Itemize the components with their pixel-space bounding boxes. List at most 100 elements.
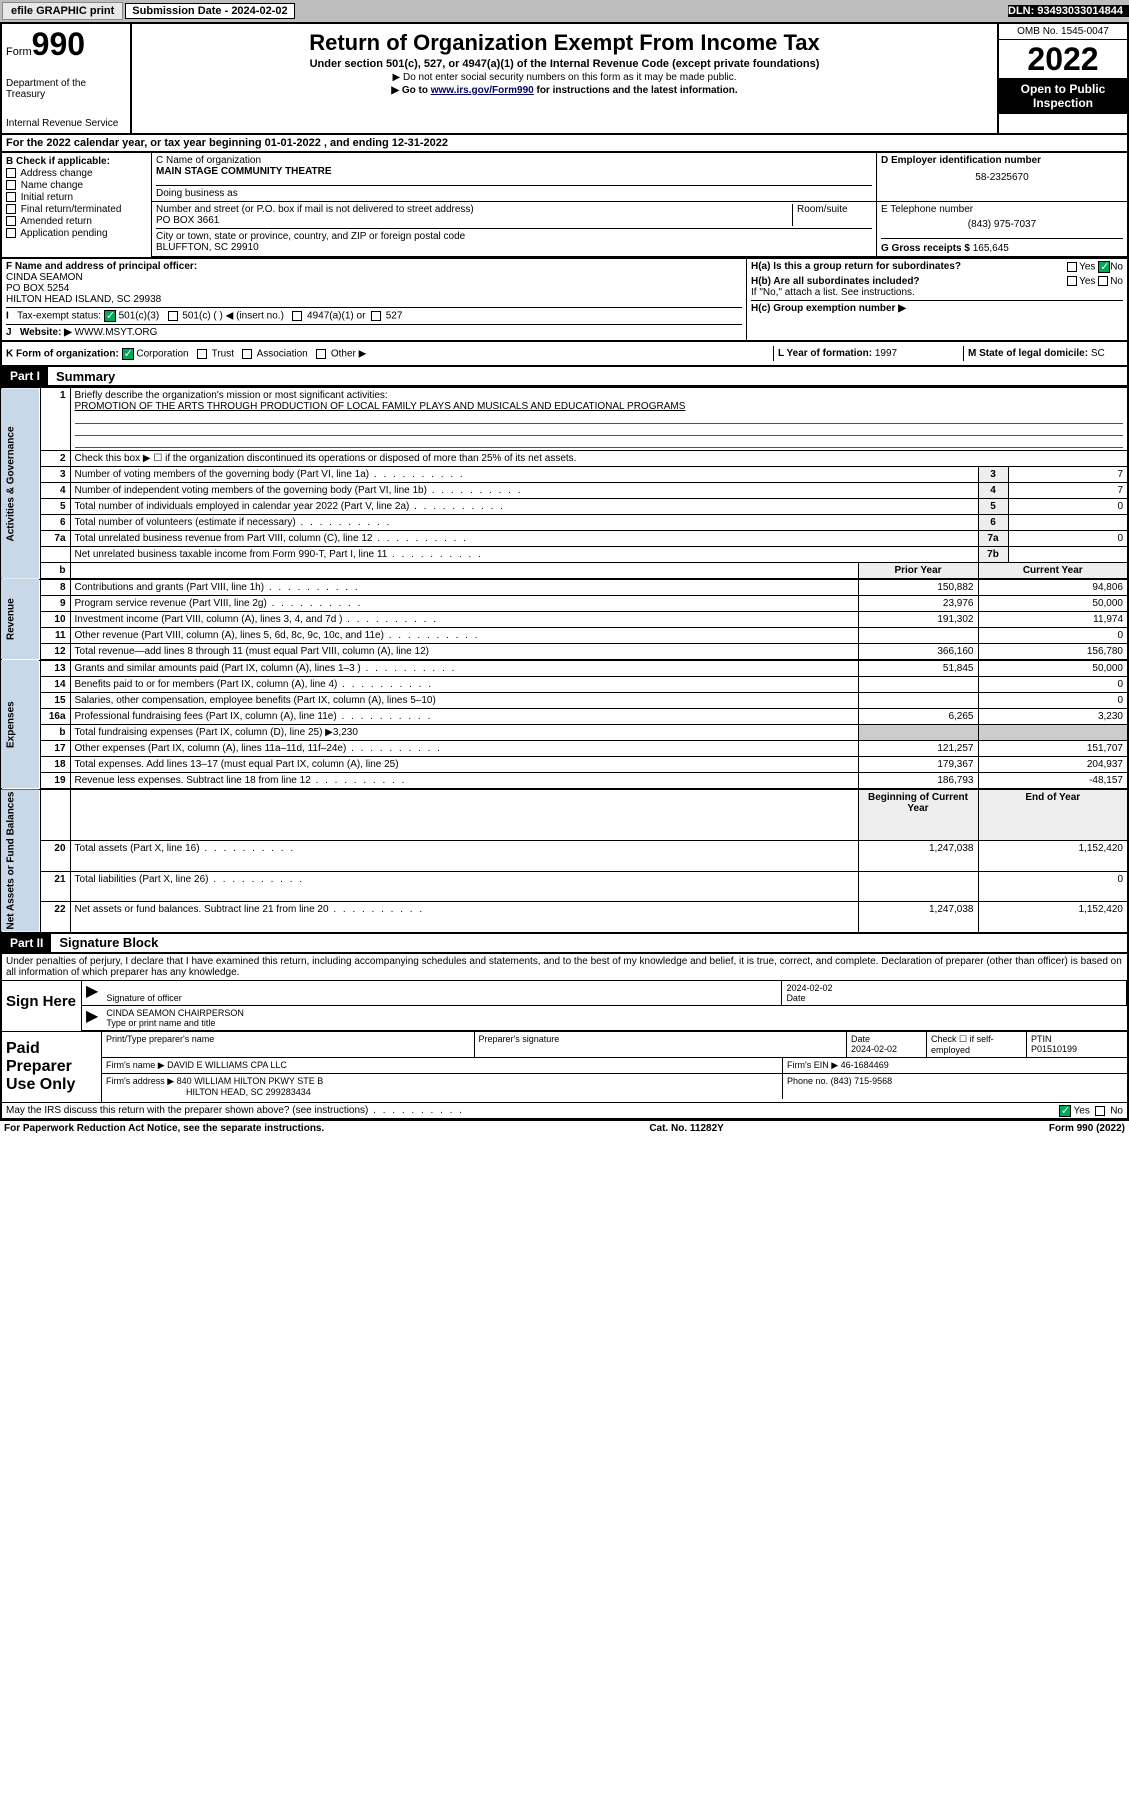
chk-hb-no[interactable] [1098, 276, 1108, 286]
chk-name-change[interactable]: Name change [6, 180, 147, 191]
ptin: P01510199 [1031, 1044, 1077, 1054]
chk-trust[interactable] [197, 349, 207, 359]
i-label: Tax-exempt status: [17, 311, 101, 322]
chk-other[interactable] [316, 349, 326, 359]
efile-button[interactable]: efile GRAPHIC print [2, 2, 123, 20]
firm-addr2: HILTON HEAD, SC 299283434 [186, 1087, 311, 1097]
sig-date: 2024-02-02 [786, 983, 832, 993]
hb-label: H(b) Are all subordinates included? [751, 276, 920, 287]
prep-date: 2024-02-02 [851, 1044, 897, 1054]
col-end: End of Year [978, 789, 1128, 841]
l6-val [1008, 515, 1128, 531]
col-current: Current Year [978, 563, 1128, 580]
chk-ha-no[interactable] [1098, 261, 1110, 273]
form-subtitle: Under section 501(c), 527, or 4947(a)(1)… [138, 58, 991, 70]
hc-label: H(c) Group exemption number ▶ [751, 300, 1123, 314]
sig-officer-label: Signature of officer [106, 993, 181, 1003]
ein: 58-2325670 [881, 172, 1123, 183]
l8-prior: 150,882 [858, 579, 978, 596]
l18-text: Total expenses. Add lines 13–17 (must eq… [70, 757, 858, 773]
f-label: F Name and address of principal officer: [6, 261, 742, 272]
l4-text: Number of independent voting members of … [70, 483, 978, 499]
officer-addr2: HILTON HEAD ISLAND, SC 29938 [6, 294, 742, 305]
paid-preparer-label: Paid Preparer Use Only [2, 1032, 102, 1102]
section-b-to-g: B Check if applicable: Address change Na… [0, 153, 1129, 259]
l6-text: Total number of volunteers (estimate if … [70, 515, 978, 531]
irs-label: Internal Revenue Service [6, 118, 126, 129]
part1-title: Summary [48, 369, 115, 384]
org-name: MAIN STAGE COMMUNITY THEATRE [156, 166, 872, 177]
l12-text: Total revenue—add lines 8 through 11 (mu… [70, 644, 858, 661]
l5-val: 0 [1008, 499, 1128, 515]
firm-phone: (843) 715-9568 [831, 1076, 893, 1086]
chk-assoc[interactable] [242, 349, 252, 359]
chk-501c3[interactable] [104, 310, 116, 322]
omb-number: OMB No. 1545-0047 [999, 24, 1127, 40]
part2-badge: Part II [2, 934, 51, 952]
chk-address-change[interactable]: Address change [6, 168, 147, 179]
check-self-employed[interactable]: Check ☐ if self-employed [927, 1032, 1027, 1057]
chk-discuss-yes[interactable] [1059, 1105, 1071, 1117]
chk-discuss-no[interactable] [1095, 1106, 1105, 1116]
col-begin: Beginning of Current Year [858, 789, 978, 841]
signature-block: Under penalties of perjury, I declare th… [0, 954, 1129, 1120]
dba-label: Doing business as [156, 185, 872, 199]
hb-note: If "No," attach a list. See instructions… [751, 287, 1123, 298]
type-name-label: Type or print name and title [106, 1018, 215, 1028]
form-header: Form990 Department of the Treasury Inter… [0, 23, 1129, 135]
l8-text: Contributions and grants (Part VIII, lin… [70, 579, 858, 596]
m-label: M State of legal domicile: [968, 348, 1088, 359]
chk-amended-return[interactable]: Amended return [6, 216, 147, 227]
g-label: G Gross receipts $ [881, 243, 970, 254]
year-formation: 1997 [875, 348, 897, 359]
chk-initial-return[interactable]: Initial return [6, 192, 147, 203]
l3-val: 7 [1008, 467, 1128, 483]
j-label: Website: ▶ [20, 327, 72, 338]
line-a: For the 2022 calendar year, or tax year … [0, 135, 1129, 153]
chk-527[interactable] [371, 311, 381, 321]
firm-addr1: 840 WILLIAM HILTON PKWY STE B [177, 1076, 324, 1086]
room-label: Room/suite [792, 204, 872, 226]
phone: (843) 975-7037 [881, 219, 1123, 230]
b-label: B Check if applicable: [6, 156, 147, 167]
l3-text: Number of voting members of the governin… [70, 467, 978, 483]
l10-text: Investment income (Part VIII, column (A)… [70, 612, 858, 628]
col-prior: Prior Year [858, 563, 978, 580]
irs-link[interactable]: www.irs.gov/Form990 [431, 85, 534, 96]
chk-application-pending[interactable]: Application pending [6, 228, 147, 239]
page-footer: For Paperwork Reduction Act Notice, see … [0, 1120, 1129, 1136]
officer-typed-name: CINDA SEAMON CHAIRPERSON [106, 1008, 244, 1018]
org-address: PO BOX 3661 [156, 215, 219, 226]
l20-text: Total assets (Part X, line 16) [70, 841, 858, 871]
ssn-note: ▶ Do not enter social security numbers o… [138, 72, 991, 83]
k-label: K Form of organization: [6, 348, 119, 359]
chk-ha-yes[interactable] [1067, 262, 1077, 272]
chk-4947[interactable] [292, 311, 302, 321]
gross-receipts: 165,645 [973, 243, 1009, 254]
discuss-row: May the IRS discuss this return with the… [2, 1102, 1127, 1118]
arrow-icon: ▶ [82, 981, 102, 1005]
chk-hb-yes[interactable] [1067, 276, 1077, 286]
form-title: Return of Organization Exempt From Incom… [138, 30, 991, 56]
ha-label: H(a) Is this a group return for subordin… [751, 261, 961, 272]
part1-badge: Part I [2, 367, 48, 385]
chk-501c[interactable] [168, 311, 178, 321]
tab-netassets: Net Assets or Fund Balances [1, 789, 40, 933]
chk-corp[interactable] [122, 348, 134, 360]
l5-text: Total number of individuals employed in … [70, 499, 978, 515]
form-number: 990 [32, 26, 85, 62]
l2-text: Check this box ▶ ☐ if the organization d… [70, 451, 1128, 467]
prep-sig-label: Preparer's signature [475, 1032, 848, 1057]
form-label: Form [6, 46, 32, 58]
chk-final-return[interactable]: Final return/terminated [6, 204, 147, 215]
l17-text: Other expenses (Part IX, column (A), lin… [70, 741, 858, 757]
l1-label: Briefly describe the organization's miss… [75, 390, 388, 401]
tab-governance: Activities & Governance [1, 388, 40, 580]
l-label: L Year of formation: [778, 348, 872, 359]
l19-text: Revenue less expenses. Subtract line 18 … [70, 773, 858, 790]
c-name-label: C Name of organization [156, 155, 872, 166]
sign-here-label: Sign Here [2, 981, 82, 1031]
l8-curr: 94,806 [978, 579, 1128, 596]
l15-text: Salaries, other compensation, employee b… [70, 693, 858, 709]
firm-ein: 46-1684469 [841, 1060, 889, 1070]
